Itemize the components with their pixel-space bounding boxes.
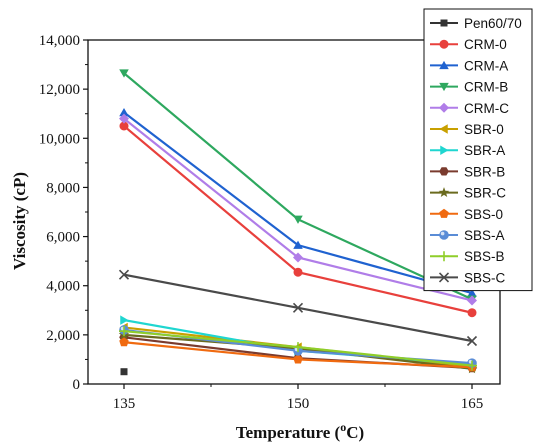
legend-marker bbox=[439, 60, 449, 70]
legend-marker bbox=[439, 230, 449, 240]
legend-item-crm-0: CRM-0 bbox=[430, 37, 507, 52]
legend-marker bbox=[440, 19, 448, 27]
legend-label: CRM-0 bbox=[464, 37, 507, 52]
x-axis-title-tail: C) bbox=[346, 423, 364, 442]
legend: Pen60/70 CRM-0 CRM-A CRM-B CRM-C SBR-0 SBR-A SB… bbox=[423, 8, 533, 292]
series-crm-a bbox=[119, 107, 477, 297]
data-point-crm-0 bbox=[293, 267, 303, 277]
legend-marker bbox=[440, 145, 449, 155]
y-axis-title: Viscosity (cP) bbox=[10, 172, 29, 270]
legend-marker bbox=[439, 82, 449, 92]
x-tick-label: 165 bbox=[461, 396, 484, 412]
series-line-crm-b bbox=[123, 72, 473, 301]
data-point-crm-b bbox=[119, 69, 129, 78]
legend-label: SBS-A bbox=[464, 228, 505, 243]
y-axis: 0 2,000 4,000 6,000 8,000 10,000 12,000 14,000 bbox=[39, 33, 88, 393]
y-tick-label: 10,000 bbox=[39, 131, 80, 147]
legend-label: SBS-C bbox=[464, 270, 506, 285]
legend-item-sbs-0: SBS-0 bbox=[430, 207, 503, 222]
legend-item-crm-c: CRM-C bbox=[430, 101, 509, 116]
series-crm-0 bbox=[119, 121, 477, 318]
legend-label: SBR-C bbox=[464, 186, 506, 201]
y-tick-label: 14,000 bbox=[39, 33, 80, 49]
legend-label: SBR-B bbox=[464, 164, 505, 179]
marker-body bbox=[439, 230, 449, 240]
x-axis-title: Temperature (oC) bbox=[236, 420, 364, 442]
x-axis-title-superscript: o bbox=[340, 420, 346, 434]
x-tick-label: 135 bbox=[113, 396, 136, 412]
series-pen60-70 bbox=[120, 368, 128, 376]
y-tick-label: 4,000 bbox=[46, 279, 80, 295]
y-tick-label: 8,000 bbox=[46, 180, 80, 196]
legend-item-pen60-70: Pen60/70 bbox=[430, 16, 522, 31]
y-tick-label: 12,000 bbox=[39, 82, 80, 98]
legend-item-sbs-a: SBS-A bbox=[430, 228, 505, 243]
legend-marker bbox=[438, 272, 450, 283]
data-point-crm-c bbox=[293, 252, 303, 263]
legend-label: CRM-B bbox=[464, 80, 508, 95]
legend-marker bbox=[439, 39, 449, 49]
legend-item-sbs-c: SBS-C bbox=[430, 270, 506, 285]
legend-item-sbr-a: SBR-A bbox=[430, 143, 505, 158]
legend-label: SBS-B bbox=[464, 249, 505, 264]
legend-label: SBR-A bbox=[464, 143, 505, 158]
data-point-crm-a bbox=[293, 240, 303, 249]
data-point-crm-c bbox=[467, 295, 477, 306]
series-sbs-b bbox=[119, 326, 477, 371]
series-sbs-c bbox=[118, 269, 478, 347]
data-point-crm-b bbox=[293, 215, 303, 224]
data-point-sbs-c bbox=[292, 302, 304, 313]
legend-marker bbox=[439, 102, 449, 113]
data-point-crm-a bbox=[467, 288, 477, 297]
legend-label: SBS-0 bbox=[464, 207, 503, 222]
series-sbs-0 bbox=[119, 337, 477, 372]
legend-marker bbox=[439, 167, 449, 176]
data-point-crm-0 bbox=[467, 308, 477, 318]
x-tick-label: 150 bbox=[287, 396, 310, 412]
legend-item-crm-a: CRM-A bbox=[430, 58, 508, 73]
legend-label: CRM-C bbox=[464, 101, 509, 116]
marker-highlight bbox=[440, 231, 445, 236]
data-point-sbs-b bbox=[467, 360, 477, 371]
legend-marker bbox=[438, 187, 450, 198]
data-point-pen60-70 bbox=[120, 368, 128, 376]
y-tick-label: 0 bbox=[73, 377, 81, 393]
legend-item-crm-b: CRM-B bbox=[430, 80, 508, 95]
x-axis: 135 150 165 bbox=[113, 384, 484, 412]
data-point-sbs-0 bbox=[293, 354, 303, 364]
legend-label: Pen60/70 bbox=[464, 16, 522, 31]
x-axis-title-main: Temperature ( bbox=[236, 423, 341, 442]
data-point-crm-c bbox=[119, 113, 129, 124]
y-tick-label: 2,000 bbox=[46, 328, 80, 344]
legend-marker bbox=[439, 124, 448, 134]
legend-marker bbox=[439, 251, 449, 262]
series-crm-c bbox=[119, 113, 477, 306]
data-point-sbs-c bbox=[118, 269, 130, 280]
data-point-sbs-0 bbox=[119, 337, 129, 347]
legend-item-sbr-b: SBR-B bbox=[430, 164, 505, 179]
legend-item-sbr-c: SBR-C bbox=[430, 186, 506, 201]
data-point-sbs-b bbox=[119, 326, 129, 337]
legend-item-sbs-b: SBS-B bbox=[430, 249, 505, 264]
data-point-crm-a bbox=[119, 107, 129, 117]
data-point-crm-0 bbox=[119, 121, 129, 131]
legend-label: SBR-0 bbox=[464, 122, 504, 137]
legend-marker bbox=[439, 208, 449, 218]
data-point-sbr-a bbox=[120, 315, 129, 325]
y-tick-label: 6,000 bbox=[46, 230, 80, 246]
legend-item-sbr-0: SBR-0 bbox=[430, 122, 504, 137]
data-point-sbs-c bbox=[466, 335, 478, 347]
series-layer bbox=[118, 69, 478, 376]
series-line-crm-a bbox=[123, 111, 473, 295]
legend-label: CRM-A bbox=[464, 58, 508, 73]
data-point-sbs-b bbox=[293, 342, 303, 353]
